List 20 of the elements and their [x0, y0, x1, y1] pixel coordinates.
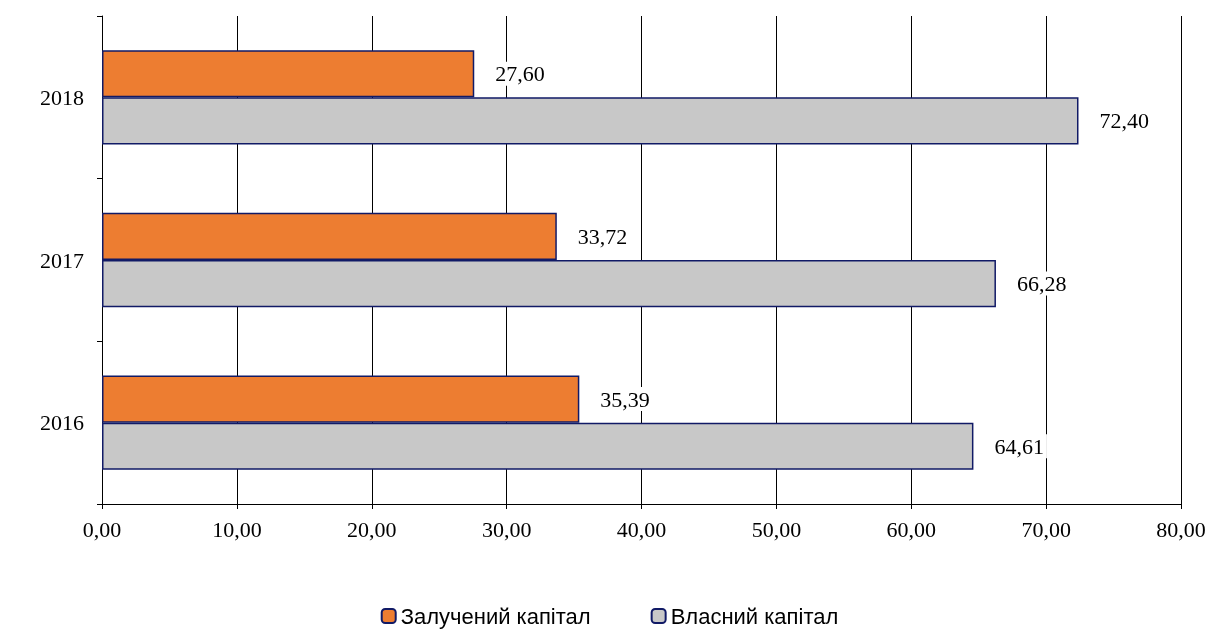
legend-label: Власний капітал: [670, 603, 839, 629]
data-label: 64,61: [994, 433, 1044, 459]
data-label: 27,60: [495, 61, 545, 87]
x-tick-label: 30,00: [481, 516, 532, 542]
x-tick-label: 50,00: [751, 516, 802, 542]
x-tick-label: 60,00: [886, 516, 936, 542]
legend-label: Залучений капітал: [400, 603, 591, 629]
x-tick-label: 0,00: [82, 516, 122, 542]
data-label: 33,72: [577, 223, 628, 249]
x-tick-label: 40,00: [616, 516, 667, 542]
y-tick-label: 2016: [40, 410, 84, 436]
data-label: 72,40: [1099, 108, 1149, 134]
y-tick-label: 2017: [40, 247, 84, 273]
data-label: 35,39: [600, 386, 650, 412]
y-tick-label: 2018: [40, 84, 84, 110]
data-label: 66,28: [1016, 271, 1067, 297]
x-tick-label: 10,00: [212, 516, 262, 542]
x-tick-label: 20,00: [347, 516, 397, 542]
x-tick-label: 70,00: [1021, 516, 1071, 542]
x-tick-label: 80,00: [1156, 516, 1206, 542]
